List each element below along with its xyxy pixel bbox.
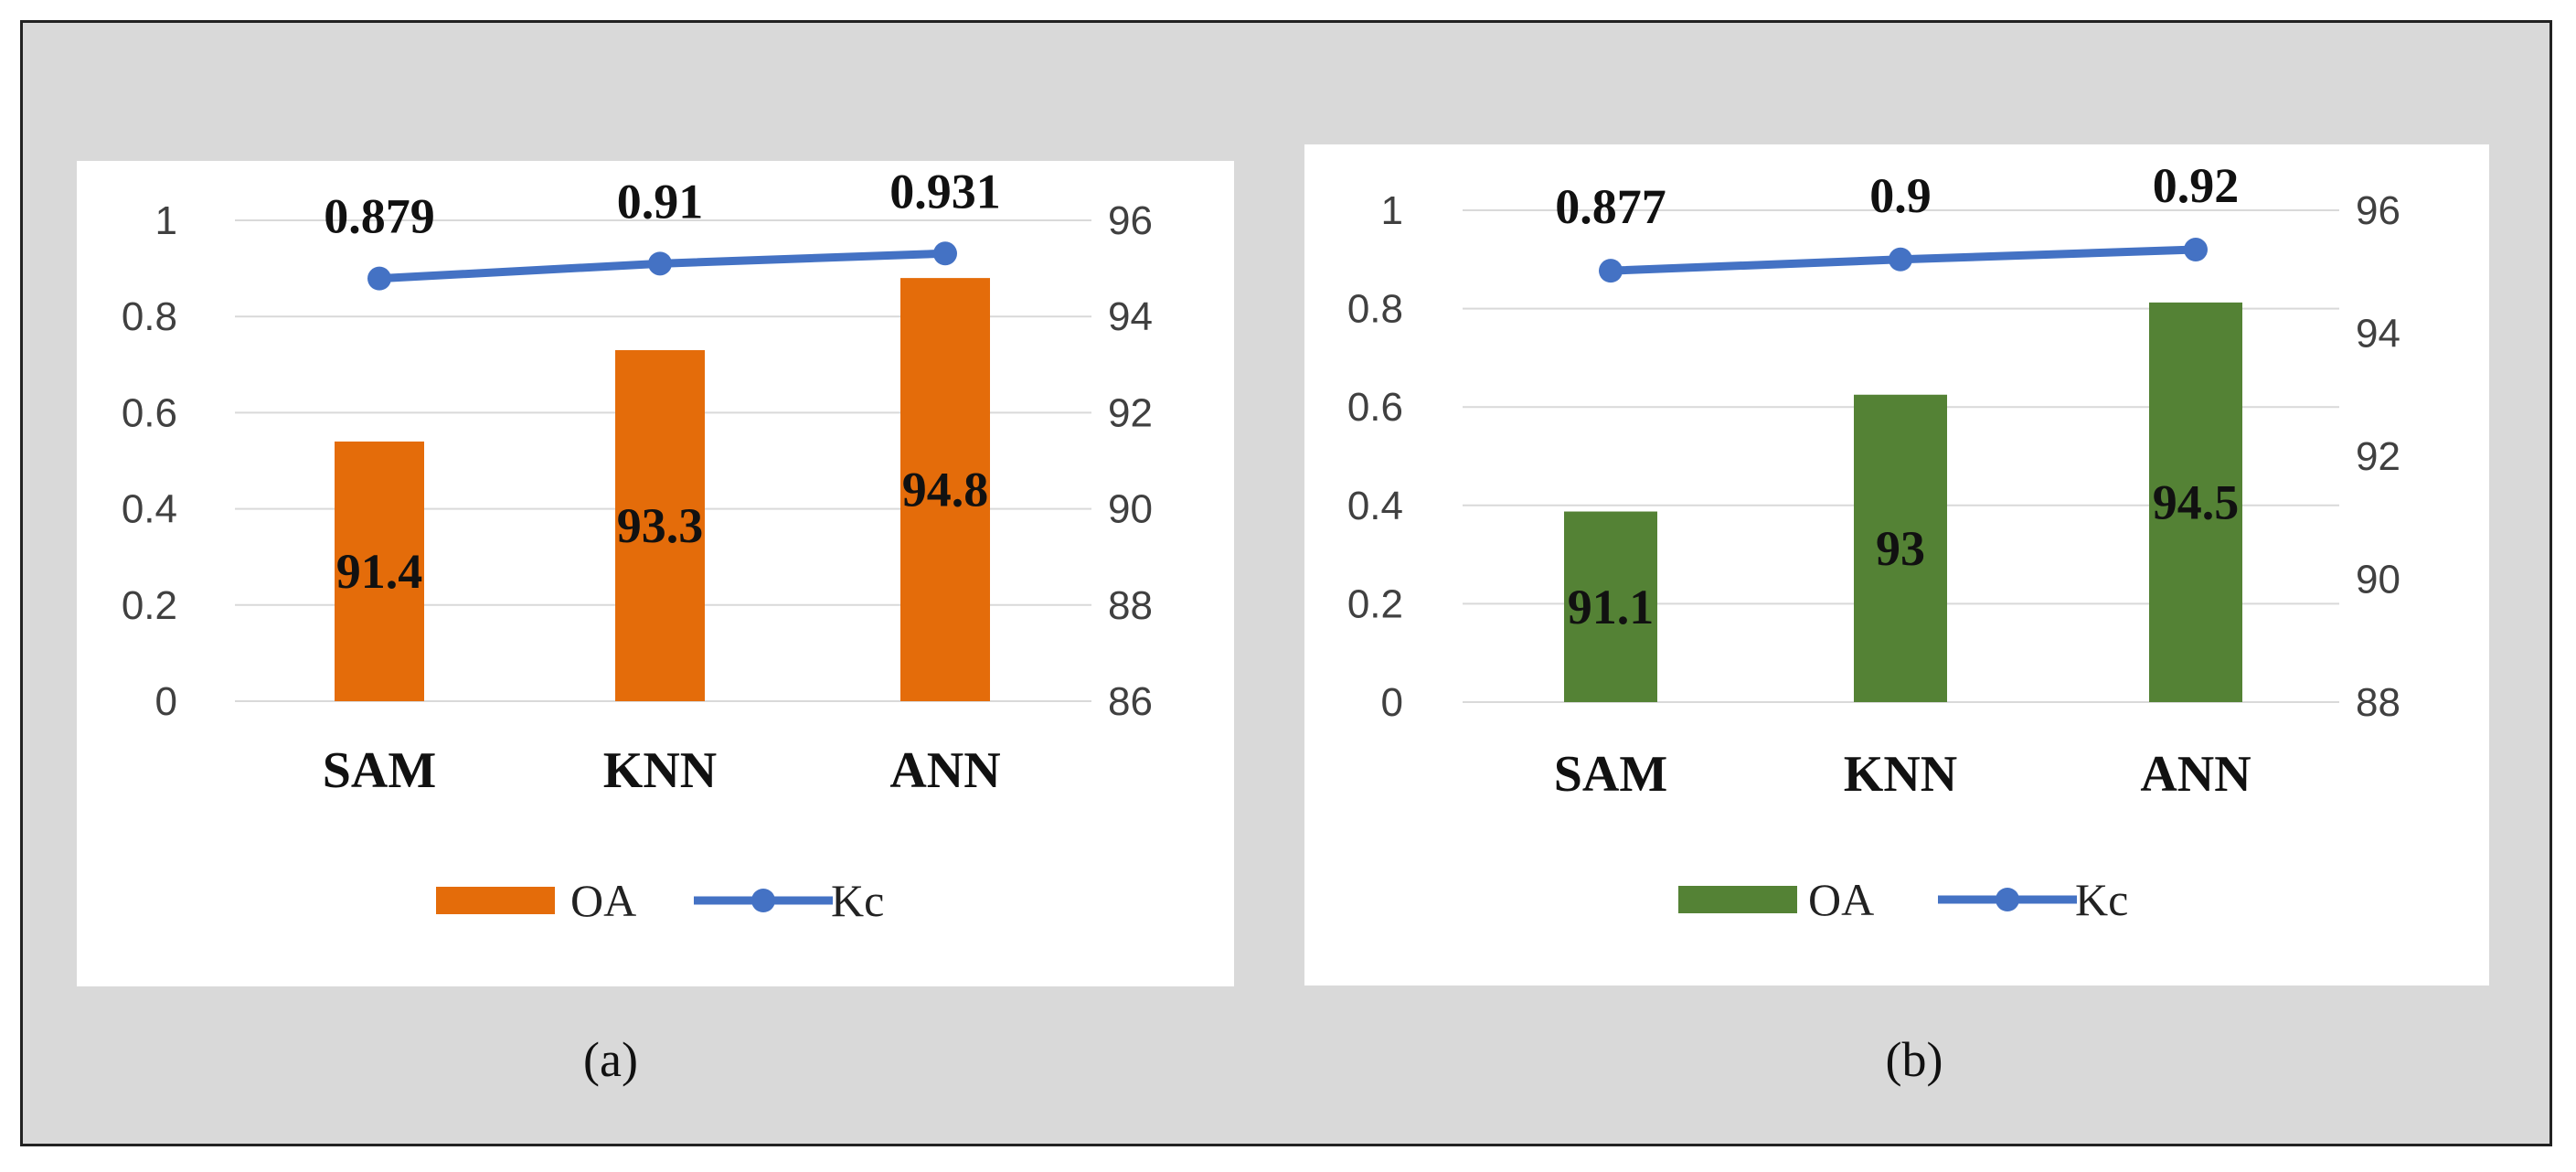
category-label: SAM: [1554, 746, 1667, 803]
category-label: ANN: [2140, 746, 2251, 803]
kc-point-sam: [1599, 259, 1623, 283]
right-axis-tick-label: 96: [1108, 198, 1153, 243]
right-axis-tick-label: 94: [1108, 294, 1153, 339]
chart-panel-b: 0 0.2 0.4 0.6 0.8 1 88 90 92 94 96 91.1 93 94.5 0.877 0…: [1304, 144, 2489, 986]
oa-data-label: 91.4: [336, 544, 423, 599]
category-label: KNN: [1844, 746, 1957, 803]
category-label: SAM: [323, 742, 436, 799]
left-axis-tick-label: 1: [155, 198, 177, 243]
left-axis-tick-label: 0.8: [122, 294, 177, 339]
right-axis-tick-label: 86: [1108, 679, 1153, 724]
caption-a: (a): [583, 1032, 638, 1087]
kc-data-label: 0.91: [617, 174, 704, 229]
kc-data-label: 0.9: [1869, 168, 1932, 223]
left-axis-tick-label: 0.2: [122, 583, 177, 628]
right-axis-tick-label: 92: [1108, 390, 1153, 435]
legend-oa-label: OA: [570, 875, 636, 926]
oa-data-label: 93.3: [617, 498, 704, 553]
kc-data-label: 0.877: [1555, 179, 1666, 234]
legend-oa-swatch: [436, 887, 555, 914]
left-axis-tick-label: 1: [1381, 188, 1403, 233]
oa-data-label: 94.8: [902, 463, 989, 517]
oa-data-label: 94.5: [2153, 474, 2240, 529]
right-axis-tick-label: 88: [1108, 583, 1153, 628]
legend-kc-marker: [751, 889, 775, 912]
kc-point-sam: [367, 266, 391, 291]
kc-point-knn: [648, 251, 672, 276]
oa-data-label: 93: [1876, 521, 1925, 576]
chart-panel-a: 0 0.2 0.4 0.6 0.8 1 86 88 90 92 94 96 91.4 93.3 94.8 0.…: [77, 161, 1234, 986]
left-axis-tick-label: 0: [155, 679, 177, 724]
legend-kc-label: Kc: [2075, 874, 2128, 925]
right-axis-tick-label: 94: [2356, 312, 2400, 357]
chart-a: 0 0.2 0.4 0.6 0.8 1 86 88 90 92 94 96 91.4 93.3 94.8 0.…: [122, 164, 1153, 926]
category-label: KNN: [603, 742, 717, 799]
right-axis-tick-label: 90: [2356, 558, 2400, 602]
oa-bar-knn: [615, 350, 705, 701]
oa-bar-knn: [1854, 394, 1947, 702]
left-axis-tick-label: 0.6: [1347, 385, 1403, 430]
right-axis-tick-label: 96: [2356, 188, 2400, 233]
category-label: ANN: [889, 742, 1000, 799]
legend-oa-label: OA: [1808, 874, 1874, 925]
kc-point-knn: [1889, 247, 1912, 272]
oa-bar-sam: [335, 441, 424, 701]
kc-point-ann: [933, 241, 957, 266]
right-axis-tick-label: 90: [1108, 487, 1153, 532]
chart-b: 0 0.2 0.4 0.6 0.8 1 88 90 92 94 96 91.1 93 94.5 0.877 0…: [1347, 158, 2400, 925]
left-axis-tick-label: 0: [1381, 680, 1403, 725]
oa-bar-ann: [2149, 302, 2242, 702]
kc-data-label: 0.931: [889, 164, 1001, 218]
left-axis-tick-label: 0.2: [1347, 581, 1403, 626]
oa-bar-sam: [1564, 511, 1657, 702]
left-axis-tick-label: 0.4: [122, 487, 177, 532]
kc-data-label: 0.879: [324, 189, 435, 244]
legend-kc-marker: [1996, 888, 2019, 911]
oa-data-label: 91.1: [1568, 580, 1655, 634]
kc-point-ann: [2184, 238, 2208, 262]
right-axis-tick-label: 92: [2356, 434, 2400, 479]
left-axis-tick-label: 0.4: [1347, 484, 1403, 528]
kc-data-label: 0.92: [2153, 158, 2240, 213]
legend-kc-label: Kc: [831, 875, 884, 926]
caption-b: (b): [1885, 1032, 1943, 1087]
legend-oa-swatch: [1678, 886, 1797, 913]
left-axis-tick-label: 0.6: [122, 390, 177, 435]
oa-bar-ann: [900, 278, 990, 701]
left-axis-tick-label: 0.8: [1347, 287, 1403, 332]
right-axis-tick-label: 88: [2356, 680, 2400, 725]
